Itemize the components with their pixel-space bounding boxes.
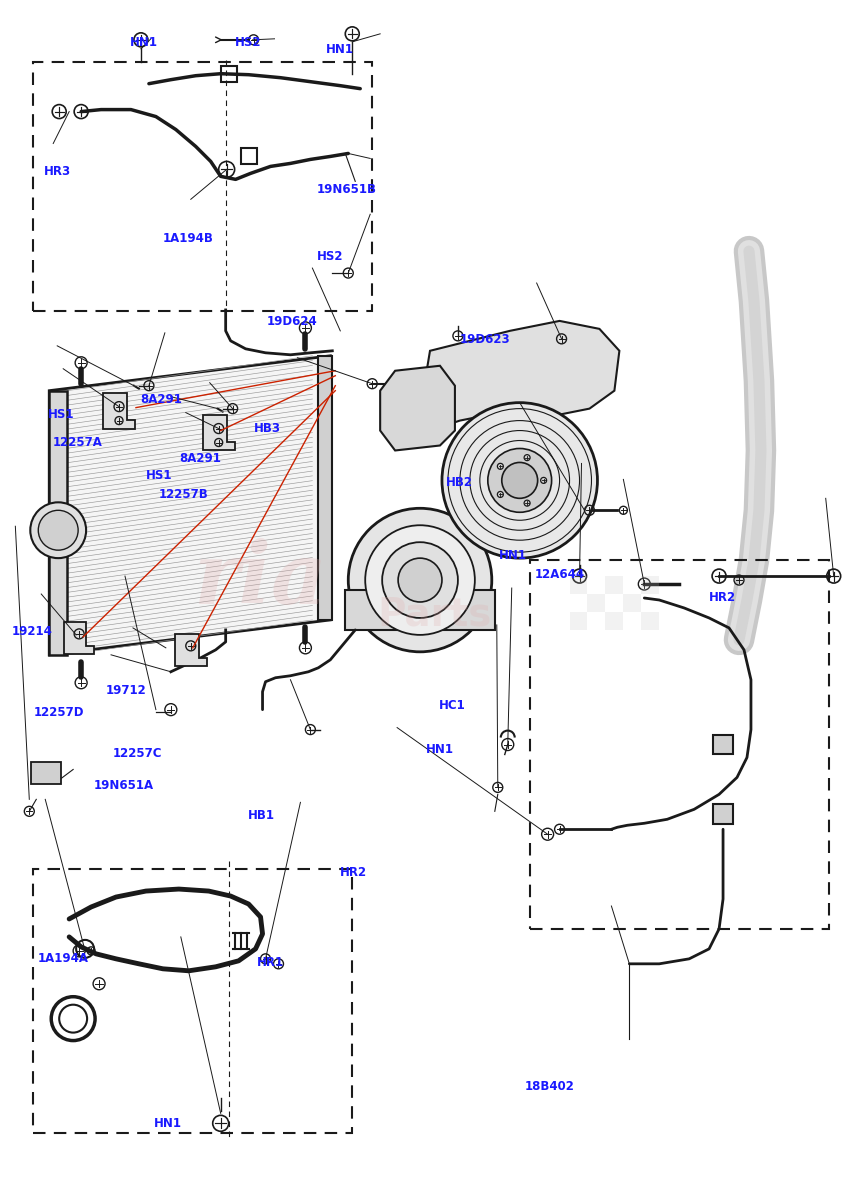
Text: HN1: HN1 xyxy=(499,550,526,563)
Text: HR1: HR1 xyxy=(257,956,284,968)
Bar xyxy=(569,576,587,594)
Polygon shape xyxy=(380,366,455,450)
Text: HS1: HS1 xyxy=(145,469,172,482)
Circle shape xyxy=(382,542,458,618)
Circle shape xyxy=(488,449,551,512)
Bar xyxy=(241,149,256,164)
Text: 19N651A: 19N651A xyxy=(94,779,154,792)
Bar xyxy=(31,762,61,785)
Text: 8A291: 8A291 xyxy=(140,392,182,406)
Text: HN1: HN1 xyxy=(154,1117,182,1130)
Text: HN1: HN1 xyxy=(130,36,158,49)
Circle shape xyxy=(38,510,78,550)
Text: 12257D: 12257D xyxy=(34,706,84,719)
Bar xyxy=(530,560,829,929)
Bar xyxy=(221,66,237,82)
Bar xyxy=(605,612,624,630)
Circle shape xyxy=(442,403,598,558)
Bar xyxy=(642,576,660,594)
Text: HB2: HB2 xyxy=(445,476,472,490)
Text: HC1: HC1 xyxy=(439,698,465,712)
Bar xyxy=(605,576,624,594)
Text: 1A194B: 1A194B xyxy=(163,233,213,245)
Bar xyxy=(318,355,332,620)
Text: 19712: 19712 xyxy=(106,684,147,697)
Text: HR3: HR3 xyxy=(44,166,71,179)
Polygon shape xyxy=(203,415,235,450)
Bar xyxy=(569,612,587,630)
Text: HR2: HR2 xyxy=(340,866,367,880)
Bar xyxy=(713,734,733,755)
Bar xyxy=(34,61,372,311)
Circle shape xyxy=(30,503,86,558)
Polygon shape xyxy=(64,622,94,654)
Bar xyxy=(49,391,67,655)
Text: 1A194A: 1A194A xyxy=(37,953,89,965)
Text: HS2: HS2 xyxy=(316,251,343,263)
Text: 19D623: 19D623 xyxy=(460,332,511,346)
Text: 19D624: 19D624 xyxy=(267,314,318,328)
Text: ria: ria xyxy=(194,539,328,622)
Bar xyxy=(34,869,353,1133)
Text: HS2: HS2 xyxy=(235,36,261,49)
Text: 19N651B: 19N651B xyxy=(316,184,377,197)
Bar xyxy=(345,590,494,630)
Text: Parts: Parts xyxy=(378,596,492,634)
Polygon shape xyxy=(103,392,135,428)
Circle shape xyxy=(348,509,492,652)
Text: 12257A: 12257A xyxy=(52,436,102,449)
Bar xyxy=(642,612,660,630)
Text: 12A644: 12A644 xyxy=(535,569,585,581)
Bar xyxy=(587,594,605,612)
Text: HN1: HN1 xyxy=(426,743,454,756)
Bar xyxy=(713,804,733,824)
Text: HB3: HB3 xyxy=(255,422,281,436)
Polygon shape xyxy=(175,634,206,666)
Circle shape xyxy=(501,462,538,498)
Polygon shape xyxy=(49,355,330,655)
Text: HR2: HR2 xyxy=(709,592,735,604)
Text: HB1: HB1 xyxy=(249,809,275,822)
Text: 18B402: 18B402 xyxy=(525,1080,574,1093)
Circle shape xyxy=(366,526,475,635)
Text: 8A291: 8A291 xyxy=(179,452,221,466)
Text: 12257B: 12257B xyxy=(158,488,208,502)
Text: HN1: HN1 xyxy=(325,43,353,56)
Bar xyxy=(624,594,642,612)
Text: 19214: 19214 xyxy=(12,624,52,637)
Text: 12257C: 12257C xyxy=(113,746,163,760)
Text: HS1: HS1 xyxy=(47,408,74,421)
Circle shape xyxy=(398,558,442,602)
Polygon shape xyxy=(420,320,619,431)
